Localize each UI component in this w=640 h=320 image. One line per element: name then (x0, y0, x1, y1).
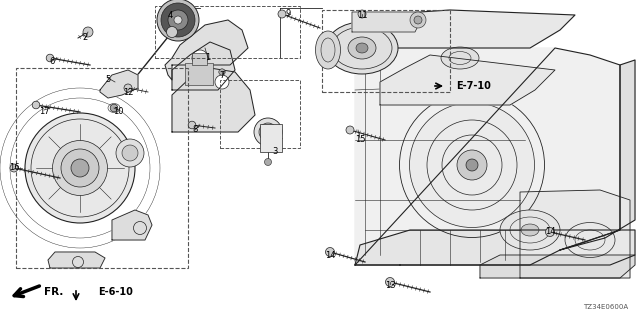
Ellipse shape (521, 224, 539, 236)
Ellipse shape (414, 16, 422, 24)
Polygon shape (48, 252, 105, 268)
Bar (16, 68, 188, 268)
Ellipse shape (264, 128, 272, 136)
Circle shape (215, 75, 229, 89)
Ellipse shape (410, 102, 534, 228)
Ellipse shape (116, 139, 144, 167)
Text: 9: 9 (285, 10, 291, 19)
Circle shape (46, 54, 54, 62)
Ellipse shape (316, 31, 340, 69)
Bar (220, 80, 300, 148)
Ellipse shape (348, 37, 376, 59)
Bar (155, 6, 300, 58)
Circle shape (166, 27, 177, 37)
Bar (192, 53, 207, 65)
Text: 1: 1 (205, 53, 211, 62)
Text: E-7-10: E-7-10 (456, 81, 491, 91)
Ellipse shape (254, 118, 282, 146)
Ellipse shape (122, 145, 138, 161)
Polygon shape (480, 255, 635, 278)
Ellipse shape (326, 22, 398, 74)
Ellipse shape (71, 159, 89, 177)
Polygon shape (355, 48, 620, 265)
Ellipse shape (61, 149, 99, 187)
Polygon shape (355, 230, 635, 265)
Polygon shape (380, 55, 555, 105)
Ellipse shape (410, 12, 426, 28)
Text: 15: 15 (355, 135, 365, 145)
Circle shape (124, 84, 132, 92)
Circle shape (110, 104, 118, 112)
Circle shape (10, 164, 18, 172)
Bar (185, 63, 213, 85)
Ellipse shape (466, 159, 478, 171)
Circle shape (188, 121, 196, 129)
Text: FR.: FR. (44, 287, 63, 297)
Ellipse shape (157, 0, 199, 41)
Circle shape (278, 10, 286, 18)
Circle shape (219, 69, 225, 75)
Circle shape (83, 27, 93, 37)
Text: TZ34E0600A: TZ34E0600A (583, 304, 628, 310)
Text: 13: 13 (385, 282, 396, 291)
Bar (260, 124, 282, 152)
Ellipse shape (161, 3, 195, 37)
Circle shape (358, 10, 366, 18)
Text: 6: 6 (49, 58, 54, 67)
Text: 4: 4 (168, 12, 173, 20)
Polygon shape (172, 68, 255, 132)
Circle shape (326, 247, 335, 257)
Circle shape (192, 50, 208, 66)
Text: 14: 14 (545, 228, 556, 236)
Text: 5: 5 (106, 76, 111, 84)
Ellipse shape (356, 43, 368, 53)
Text: 12: 12 (123, 87, 133, 97)
Text: 14: 14 (324, 252, 335, 260)
Ellipse shape (174, 16, 182, 24)
Polygon shape (100, 70, 138, 98)
Text: 3: 3 (272, 148, 278, 156)
Ellipse shape (52, 140, 108, 196)
Ellipse shape (457, 150, 487, 180)
Text: E-6-10: E-6-10 (98, 287, 133, 297)
Circle shape (32, 101, 40, 109)
Ellipse shape (441, 47, 479, 69)
Text: 7: 7 (220, 71, 225, 81)
Ellipse shape (25, 113, 135, 223)
Text: 16: 16 (9, 164, 19, 172)
Circle shape (264, 158, 271, 165)
Circle shape (385, 277, 394, 286)
Ellipse shape (259, 123, 277, 141)
Text: 8: 8 (192, 125, 198, 134)
Text: 2: 2 (83, 34, 88, 43)
Polygon shape (352, 12, 420, 32)
Text: 10: 10 (113, 108, 124, 116)
Polygon shape (560, 60, 635, 250)
Bar (322, 10, 450, 92)
Text: 17: 17 (38, 108, 49, 116)
Polygon shape (112, 210, 152, 240)
Ellipse shape (500, 210, 560, 250)
Text: 11: 11 (356, 12, 367, 20)
Circle shape (346, 126, 354, 134)
Polygon shape (355, 10, 575, 48)
Ellipse shape (168, 10, 188, 30)
Polygon shape (165, 20, 248, 80)
Polygon shape (172, 42, 235, 90)
Polygon shape (520, 190, 630, 278)
Circle shape (545, 228, 554, 236)
